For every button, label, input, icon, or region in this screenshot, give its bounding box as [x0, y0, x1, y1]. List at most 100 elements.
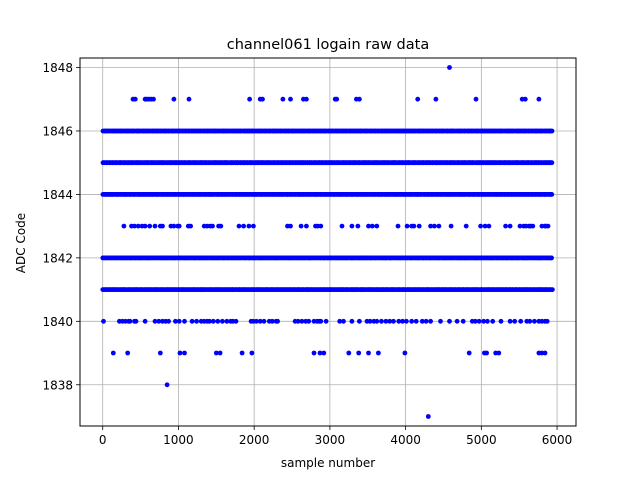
x-tick-label: 4000 — [390, 433, 421, 447]
data-point — [176, 223, 182, 229]
data-point — [147, 223, 153, 229]
data-point — [482, 223, 488, 229]
data-point — [254, 318, 259, 324]
data-point — [295, 318, 301, 324]
data-point — [142, 223, 148, 229]
data-point — [311, 350, 317, 356]
data-point — [478, 223, 483, 229]
data-point — [527, 318, 533, 324]
data-point — [125, 350, 131, 356]
data-point — [366, 223, 371, 229]
chart-title: channel061 logain raw data — [227, 37, 429, 53]
data-point — [518, 318, 524, 324]
data-point — [110, 350, 116, 356]
data-point — [447, 65, 452, 70]
data-point — [423, 318, 429, 324]
data-point — [549, 160, 555, 166]
data-point — [404, 318, 409, 324]
data-point — [409, 318, 415, 324]
data-point — [387, 318, 393, 324]
data-point — [374, 223, 380, 229]
data-point — [135, 223, 141, 229]
data-point — [448, 223, 454, 229]
data-point — [396, 318, 402, 324]
data-point — [152, 318, 158, 324]
data-point — [261, 318, 267, 324]
x-tick-label: 5000 — [466, 433, 497, 447]
data-point — [466, 350, 472, 356]
data-point — [298, 223, 304, 229]
data-point — [419, 318, 425, 324]
data-point — [476, 318, 482, 324]
y-tick-label: 1842 — [42, 251, 73, 265]
data-point — [503, 223, 508, 229]
data-point — [171, 223, 177, 229]
y-tick-label: 1840 — [42, 315, 73, 329]
x-tick-label: 1000 — [163, 433, 194, 447]
data-point — [173, 318, 178, 324]
data-point — [532, 318, 537, 324]
data-point — [530, 223, 536, 229]
data-point — [288, 223, 293, 229]
data-point — [176, 318, 182, 324]
data-point — [166, 318, 172, 324]
data-point — [249, 350, 255, 356]
data-point — [411, 223, 417, 229]
data-point — [257, 318, 263, 324]
data-point — [217, 350, 223, 356]
data-point — [251, 223, 256, 229]
data-point — [550, 287, 555, 292]
data-point — [366, 350, 371, 356]
data-point — [186, 96, 192, 102]
data-point — [218, 223, 224, 229]
data-point — [545, 223, 551, 229]
axis-ticks: 0 1000 2000 3000 4000 5000 6000 1838 1840 1842 184… — [42, 61, 572, 447]
data-point — [299, 318, 305, 324]
data-point — [425, 414, 431, 419]
data-point — [357, 96, 362, 102]
data-point — [321, 350, 327, 356]
data-point — [356, 350, 362, 356]
data-point — [517, 223, 523, 229]
data-point — [127, 318, 133, 324]
x-tick-label: 0 — [99, 433, 107, 447]
data-point — [304, 96, 309, 102]
data-point — [400, 318, 405, 324]
data-point — [275, 318, 280, 324]
data-point — [280, 96, 286, 102]
data-point — [383, 318, 389, 324]
data-points — [100, 65, 555, 419]
data-point — [432, 223, 437, 229]
data-point — [549, 128, 555, 134]
data-point — [395, 223, 401, 229]
data-point — [171, 96, 177, 102]
data-point — [189, 318, 195, 324]
data-point — [544, 318, 550, 324]
data-point — [486, 223, 492, 229]
data-point — [236, 223, 242, 229]
data-point — [496, 350, 502, 356]
data-point — [241, 223, 247, 229]
data-point — [101, 318, 106, 324]
data-point — [374, 318, 380, 324]
x-tick-label: 3000 — [315, 433, 346, 447]
data-point — [507, 223, 513, 229]
data-point — [220, 318, 225, 324]
data-point — [357, 318, 362, 324]
data-point — [317, 350, 323, 356]
data-point — [473, 96, 479, 102]
data-point — [194, 318, 200, 324]
data-point — [157, 350, 163, 356]
data-point — [472, 318, 478, 324]
data-point — [447, 318, 452, 324]
data-point — [507, 318, 513, 324]
data-point — [512, 318, 518, 324]
data-point — [247, 96, 253, 102]
plot-frame — [79, 57, 577, 427]
data-point — [376, 350, 381, 356]
y-tick-label: 1846 — [42, 124, 73, 138]
x-axis-label: sample number — [281, 456, 375, 470]
data-point — [460, 318, 466, 324]
data-point — [269, 318, 275, 324]
